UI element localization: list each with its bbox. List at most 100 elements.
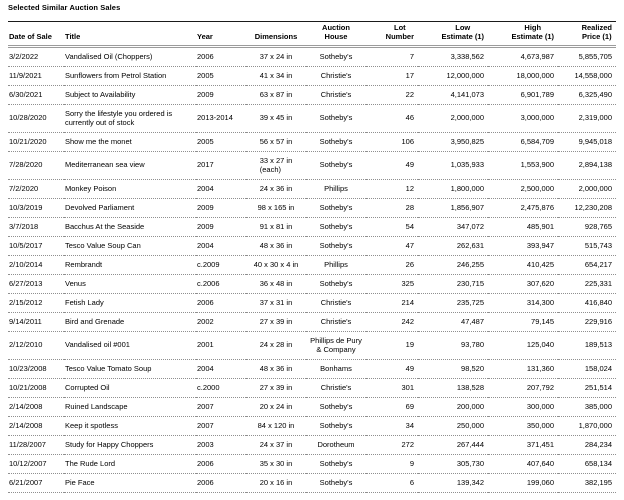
- cell-low: 3,950,825: [418, 132, 488, 152]
- cell-year: 2006: [196, 46, 246, 67]
- table-row: 2/15/2012 Fetish Lady 2006 37 x 31 in Christ…: [8, 293, 616, 313]
- cell-low: 139,342: [418, 473, 488, 493]
- cell-realized: 928,765: [558, 217, 616, 237]
- table-row: 2/14/2008 Ruined Landscape 2007 20 x 24 in S…: [8, 397, 616, 417]
- cell-title: Fetish Lady: [64, 293, 196, 313]
- cell-year: 2005: [196, 132, 246, 152]
- page-title: Selected Similar Auction Sales: [8, 3, 121, 12]
- cell-title: Bird and Grenade: [64, 312, 196, 332]
- cell-low: 12,000,000: [418, 66, 488, 86]
- col-header-year: Year: [196, 21, 246, 48]
- cell-lot: 7: [366, 46, 418, 67]
- cell-low: 250,000: [418, 416, 488, 436]
- cell-dimensions: 98 x 165 in: [246, 198, 306, 218]
- table-row: 11/28/2007 Study for Happy Choppers 2003 24…: [8, 435, 616, 455]
- cell-auction: Phillips: [306, 179, 366, 199]
- cell-title: Subject to Availability: [64, 85, 196, 105]
- table-row: 3/7/2018 Bacchus At the Seaside 2009 91 x 8…: [8, 217, 616, 237]
- cell-title: Vandalised Oil (Choppers): [64, 46, 196, 67]
- cell-year: c.2009: [196, 255, 246, 275]
- cell-year: 2004: [196, 236, 246, 256]
- cell-high: 314,300: [488, 293, 558, 313]
- table-row: 10/23/2008 Tesco Value Tomato Soup 2004 48 …: [8, 359, 616, 379]
- cell-realized: 251,514: [558, 378, 616, 398]
- cell-high: 6,901,789: [488, 85, 558, 105]
- cell-title: The Rude Lord: [64, 454, 196, 474]
- cell-lot: 34: [366, 416, 418, 436]
- cell-date: 7/2/2020: [8, 179, 64, 199]
- cell-realized: 284,234: [558, 435, 616, 455]
- cell-date: 10/3/2019: [8, 198, 64, 218]
- cell-title: Corrupted Oil: [64, 378, 196, 398]
- header-row: Date of Sale Title Year Dimensions Auction H…: [8, 21, 616, 48]
- cell-realized: 654,217: [558, 255, 616, 275]
- cell-lot: 272: [366, 435, 418, 455]
- cell-realized: 12,230,208: [558, 198, 616, 218]
- col-header-lot-number: Lot Number: [366, 21, 418, 48]
- cell-title: Venus: [64, 274, 196, 294]
- cell-date: 6/21/2007: [8, 473, 64, 493]
- cell-realized: 1,870,000: [558, 416, 616, 436]
- table-row: 11/9/2021 Sunflowers from Petrol Station 2…: [8, 66, 616, 86]
- cell-dimensions: 20 x 24 in: [246, 397, 306, 417]
- cell-dimensions: 35 x 30 in: [246, 454, 306, 474]
- cell-date: 7/28/2020: [8, 151, 64, 180]
- cell-dimensions: 37 x 24 in: [246, 46, 306, 67]
- cell-dimensions: 24 x 37 in: [246, 435, 306, 455]
- cell-realized: 5,855,705: [558, 46, 616, 67]
- table-row: 10/5/2017 Tesco Value Soup Can 2004 48 x 36…: [8, 236, 616, 256]
- cell-auction: Christie's: [306, 312, 366, 332]
- cell-date: 10/21/2008: [8, 378, 64, 398]
- cell-auction: Christie's: [306, 378, 366, 398]
- cell-date: 2/14/2008: [8, 397, 64, 417]
- cell-title: Show me the monet: [64, 132, 196, 152]
- cell-low: 4,141,073: [418, 85, 488, 105]
- col-header-label: Low Estimate (1): [441, 23, 484, 41]
- col-header-low-estimate-1: Low Estimate (1): [418, 21, 488, 48]
- cell-lot: 12: [366, 179, 418, 199]
- cell-year: c.2000: [196, 378, 246, 398]
- cell-auction: Christie's: [306, 66, 366, 86]
- cell-auction: Christie's: [306, 85, 366, 105]
- cell-year: 2003: [196, 435, 246, 455]
- cell-high: 3,000,000: [488, 104, 558, 133]
- cell-date: 9/14/2011: [8, 312, 64, 332]
- cell-dimensions: 39 x 45 in: [246, 104, 306, 133]
- cell-year: 2007: [196, 416, 246, 436]
- cell-high: 393,947: [488, 236, 558, 256]
- cell-title: Study for Happy Choppers: [64, 435, 196, 455]
- col-header-title: Title: [64, 21, 196, 48]
- cell-high: 2,500,000: [488, 179, 558, 199]
- cell-lot: 26: [366, 255, 418, 275]
- cell-title: Sorry the lifestyle you ordered is curre…: [64, 104, 196, 133]
- cell-dimensions: 48 x 36 in: [246, 359, 306, 379]
- cell-lot: 22: [366, 85, 418, 105]
- col-header-label: High Estimate (1): [511, 23, 554, 41]
- cell-low: 230,715: [418, 274, 488, 294]
- cell-dimensions: 20 x 16 in: [246, 473, 306, 493]
- cell-lot: 214: [366, 293, 418, 313]
- cell-high: 350,000: [488, 416, 558, 436]
- col-header-label: Dimensions: [254, 31, 298, 41]
- cell-year: 2006: [196, 293, 246, 313]
- cell-auction: Bonhams: [306, 359, 366, 379]
- cell-year: 2002: [196, 312, 246, 332]
- table-row: 2/14/2008 Keep it spotless 2007 84 x 120 in…: [8, 416, 616, 436]
- cell-auction: Sotheby's: [306, 397, 366, 417]
- cell-dimensions: 40 x 30 x 4 in: [246, 255, 306, 275]
- cell-low: 235,725: [418, 293, 488, 313]
- cell-high: 300,000: [488, 397, 558, 417]
- cell-lot: 325: [366, 274, 418, 294]
- col-header-label: Year: [197, 31, 213, 41]
- cell-date: 2/10/2014: [8, 255, 64, 275]
- cell-high: 307,620: [488, 274, 558, 294]
- cell-high: 18,000,000: [488, 66, 558, 86]
- cell-dimensions: 36 x 48 in: [246, 274, 306, 294]
- cell-dimensions: 27 x 39 in: [246, 312, 306, 332]
- cell-title: Sunflowers from Petrol Station: [64, 66, 196, 86]
- cell-year: 2005: [196, 66, 246, 86]
- cell-high: 79,145: [488, 312, 558, 332]
- table-row: 2/10/2014 Rembrandt c.2009 40 x 30 x 4 in Ph…: [8, 255, 616, 275]
- cell-realized: 515,743: [558, 236, 616, 256]
- table-row: 10/12/2007 The Rude Lord 2006 35 x 30 in Sot…: [8, 454, 616, 474]
